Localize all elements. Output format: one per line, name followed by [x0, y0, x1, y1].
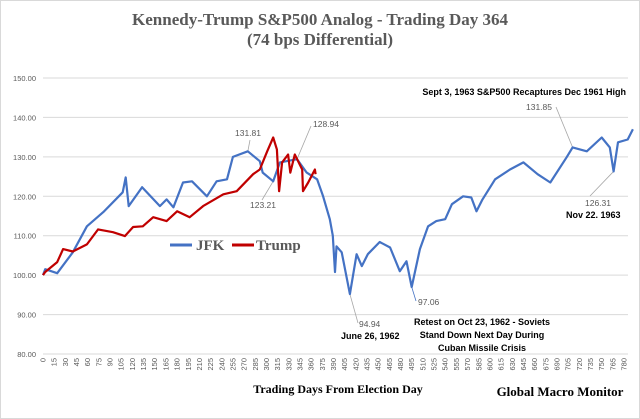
annotation-june-26: June 26, 1962 — [341, 331, 400, 341]
x-tick-label: 690 — [552, 358, 561, 371]
x-tick-label: 195 — [184, 358, 193, 371]
x-tick-label: 300 — [262, 358, 271, 371]
x-tick-label: 75 — [94, 358, 103, 366]
x-tick-label: 720 — [575, 358, 584, 371]
annotation-128-94: 128.94 — [313, 119, 339, 129]
credit-label: Global Macro Monitor — [497, 384, 624, 399]
chart-subtitle: (74 bps Differential) — [247, 30, 393, 49]
x-tick-label: 585 — [474, 358, 483, 371]
x-tick-label: 615 — [497, 358, 506, 371]
x-tick-label: 495 — [407, 358, 416, 371]
y-tick-label: 90.00 — [17, 311, 36, 320]
annotation-leader-line — [411, 286, 417, 302]
x-tick-label: 270 — [240, 358, 249, 371]
x-tick-label: 240 — [217, 358, 226, 371]
annotation-97-06: 97.06 — [418, 297, 440, 307]
x-tick-label: 135 — [139, 358, 148, 371]
y-tick-label: 130.00 — [13, 153, 36, 162]
x-tick-label: 180 — [173, 358, 182, 371]
x-tick-label: 315 — [273, 358, 282, 371]
x-tick-label: 735 — [586, 358, 595, 371]
x-tick-label: 645 — [519, 358, 528, 371]
annotation-sept-3: Sept 3, 1963 S&P500 Recaptures Dec 1961 … — [422, 87, 626, 97]
x-tick-label: 450 — [374, 358, 383, 371]
x-tick-label: 465 — [385, 358, 394, 371]
series-line-trump — [42, 136, 317, 276]
x-tick-label: 45 — [72, 358, 81, 366]
annotation-leader-line — [349, 293, 359, 324]
x-tick-label: 420 — [351, 358, 360, 371]
x-tick-label: 435 — [363, 358, 372, 371]
x-tick-label: 0 — [39, 358, 48, 362]
annotation-131-81: 131.81 — [235, 128, 261, 138]
x-tick-label: 510 — [418, 358, 427, 371]
x-tick-label: 390 — [329, 358, 338, 371]
y-tick-label: 100.00 — [13, 271, 36, 280]
x-tick-label: 750 — [597, 358, 606, 371]
chart-title: Kennedy-Trump S&P500 Analog - Trading Da… — [132, 10, 508, 29]
annotation-leader-line — [261, 181, 274, 201]
x-tick-label: 405 — [340, 358, 349, 371]
annotation-retest-line2: Stand Down Next Day During — [420, 330, 545, 340]
y-tick-label: 110.00 — [14, 232, 36, 241]
legend-label-jfk: JFK — [196, 238, 225, 254]
x-tick-label: 165 — [161, 358, 170, 371]
annotation-leader-line — [589, 171, 614, 197]
y-tick-label: 80.00 — [17, 350, 36, 359]
annotation-126-31: 126.31 — [585, 198, 611, 208]
x-tick-label: 765 — [608, 358, 617, 371]
annotation-94-94: 94.94 — [359, 319, 381, 329]
x-tick-label: 105 — [117, 358, 126, 371]
x-tick-label: 15 — [50, 358, 59, 366]
x-tick-label: 345 — [295, 358, 304, 371]
x-tick-label: 780 — [620, 358, 629, 371]
x-tick-label: 30 — [61, 358, 70, 366]
x-tick-label: 120 — [128, 358, 137, 371]
x-tick-label: 210 — [195, 358, 204, 371]
x-tick-label: 630 — [508, 358, 517, 371]
x-tick-label: 525 — [430, 358, 439, 371]
annotation-retest-line3: Cuban Missile Crisis — [438, 343, 526, 353]
x-tick-label: 660 — [530, 358, 539, 371]
x-tick-label: 675 — [541, 358, 550, 371]
x-tick-label: 360 — [307, 358, 316, 371]
x-axis-title: Trading Days From Election Day — [253, 382, 423, 396]
annotation-leader-line — [296, 125, 312, 160]
x-tick-label: 285 — [251, 358, 260, 371]
x-tick-label: 255 — [228, 358, 237, 371]
annotation-leader-line — [555, 106, 573, 148]
annotation-retest-line1: Retest on Oct 23, 1962 - Soviets — [414, 317, 550, 327]
legend-label-trump: Trump — [256, 238, 301, 254]
x-tick-label: 330 — [284, 358, 293, 371]
y-tick-label: 120.00 — [13, 192, 36, 201]
y-tick-label: 150.00 — [13, 74, 36, 83]
x-tick-label: 375 — [318, 358, 327, 371]
legend: JFK Trump — [170, 238, 301, 254]
x-tick-label: 150 — [150, 358, 159, 371]
y-tick-label: 140.00 — [13, 113, 36, 122]
x-tick-label: 60 — [83, 358, 92, 366]
annotation-leader-line — [247, 139, 251, 152]
x-tick-label: 570 — [463, 358, 472, 371]
x-tick-label: 600 — [485, 358, 494, 371]
annotation-131-85: 131.85 — [526, 102, 552, 112]
x-tick-label: 225 — [206, 358, 215, 371]
x-tick-label: 480 — [396, 358, 405, 371]
annotation-123-21: 123.21 — [250, 200, 276, 210]
x-tick-label: 705 — [564, 358, 573, 371]
annotation-nov-22: Nov 22. 1963 — [566, 210, 621, 220]
x-tick-label: 555 — [452, 358, 461, 371]
x-tick-label: 540 — [441, 358, 450, 371]
series-line-jfk — [41, 128, 634, 296]
x-tick-label: 90 — [106, 358, 115, 366]
